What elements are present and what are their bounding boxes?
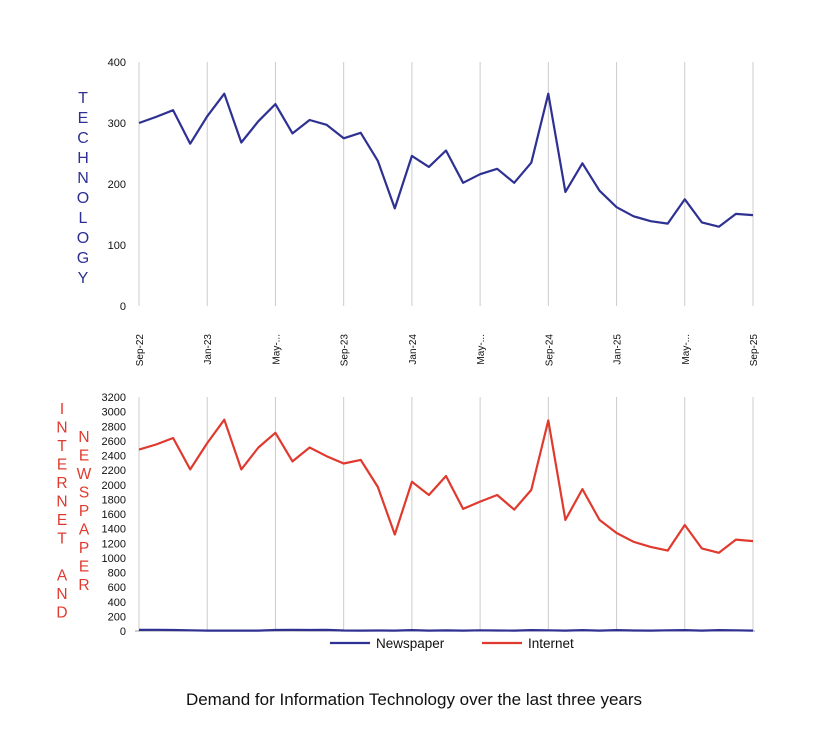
y-axis-label-letter: E [78,110,89,127]
y-tick-label: 2200 [102,465,126,477]
legend: Newspaper Internet [330,636,574,651]
figure-caption: Demand for Information Technology over t… [185,690,643,709]
y-tick-label: 400 [108,597,126,609]
y-tick-label: 200 [108,611,126,623]
technology-y-ticks: 0 100 200 300 400 [108,57,126,313]
y-axis-label-letter: T [57,438,67,455]
y-axis-label-letter: P [79,503,89,520]
y-axis-label-letter: P [79,540,89,557]
y-tick-label: 800 [108,568,126,580]
x-tick-label: Jan-24 [408,334,419,365]
y-tick-label: 2600 [102,436,126,448]
x-tick-label: Jan-25 [613,334,624,365]
y-axis-label-letter: O [77,230,89,247]
y-tick-label: 0 [120,301,126,313]
y-tick-label: 1400 [102,524,126,536]
y-tick-label: 3200 [102,392,126,404]
y-tick-label: 2400 [102,451,126,463]
y-tick-label: 300 [108,118,126,130]
y-axis-label-letter: N [56,586,67,603]
y-axis-label-letter: T [78,90,88,107]
technology-gridlines [138,62,754,306]
y-axis-label-letter: Y [78,270,89,287]
x-tick-label: Sep-24 [544,334,555,367]
y-tick-label: 3000 [102,407,126,419]
y-axis-label-letter: C [77,130,89,147]
y-axis-label-letter: I [60,401,64,418]
internet-newspaper-series [138,418,754,632]
y-axis-label-letter: N [56,420,67,437]
y-axis-label-letter: N [78,429,89,446]
technology-chart: 0 100 200 300 400 Sep-22 Jan-23 May-... Sep-23 J… [77,57,760,366]
internet-newspaper-y-ticks: 0 200 400 600 800 1000 1200 1400 1600 1800 2000 220… [102,392,126,638]
y-tick-label: 2000 [102,480,126,492]
y-tick-label: 400 [108,57,126,69]
y-axis-label-letter: R [78,577,89,594]
y-axis-label-letter: T [57,531,67,548]
y-axis-label-letter: W [77,466,92,483]
y-axis-label-letter: D [56,605,67,622]
y-tick-label: 2800 [102,421,126,433]
y-tick-label: 1000 [102,553,126,565]
y-axis-label-letter: N [77,170,89,187]
y-axis-label-letter: S [79,485,89,502]
y-axis-label-letter: G [77,250,89,267]
y-axis-label-letter: A [57,568,68,585]
y-axis-label-letter: E [57,512,67,529]
y-axis-label-letter: E [57,457,67,474]
x-tick-label: May-... [681,334,692,365]
x-tick-label: Sep-23 [340,334,351,367]
x-tick-label: Jan-23 [203,334,214,365]
y-tick-label: 600 [108,582,126,594]
y-axis-label-letter: E [79,559,89,576]
x-tick-label: May-... [476,334,487,365]
technology-series [138,92,754,228]
y-axis-label-letter: A [79,522,90,539]
x-tick-label: May-... [271,334,282,365]
x-tick-label: Sep-22 [135,334,146,367]
y-tick-label: 1800 [102,494,126,506]
y-tick-label: 100 [108,240,126,252]
y-tick-label: 1600 [102,509,126,521]
legend-label-internet: Internet [528,636,574,651]
y-tick-label: 0 [120,626,126,638]
y-axis-label-letter: E [79,448,89,465]
y-axis-label-letter: L [79,210,88,227]
y-axis-label-letter: R [56,475,67,492]
series-line-technology [138,92,754,228]
technology-x-ticks: Sep-22 Jan-23 May-... Sep-23 Jan-24 May-... Se… [135,334,760,367]
y-tick-label: 200 [108,179,126,191]
x-tick-label: Sep-25 [749,334,760,367]
series-line-internet [138,418,754,554]
series-line-newspaper [138,628,754,632]
y-axis-label-letter: O [77,190,89,207]
y-axis-label-letter: H [77,150,89,167]
y-axis-label-letter: N [56,494,67,511]
y-tick-label: 1200 [102,538,126,550]
legend-label-newspaper: Newspaper [376,636,445,651]
internet-newspaper-chart: 0 200 400 600 800 1000 1200 1400 1600 1800 2000 220… [56,392,755,651]
